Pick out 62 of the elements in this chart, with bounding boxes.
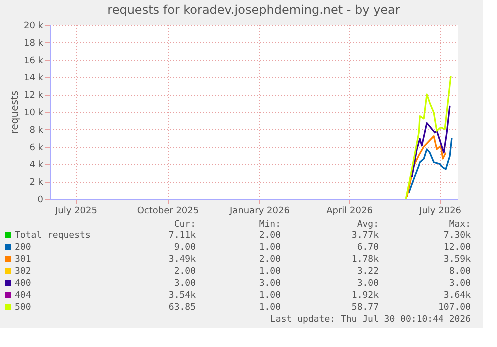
x-tick-label: October 2025 xyxy=(137,206,200,216)
text: 8.00 xyxy=(449,267,471,277)
y-tick-label: 6 k xyxy=(30,143,44,154)
text: 7.11k xyxy=(168,231,197,241)
line-series xyxy=(406,136,447,198)
line-series xyxy=(408,137,453,194)
text: Cur: xyxy=(174,220,196,230)
x-tick-label: July 2025 xyxy=(54,206,98,216)
y-tick-label: 14 k xyxy=(24,74,44,84)
text: 107.00 xyxy=(438,303,471,313)
text: 3.77k xyxy=(352,231,380,241)
legend-label: 404 xyxy=(15,291,32,301)
x-tick-label: January 2026 xyxy=(229,206,290,216)
line-series xyxy=(405,76,452,200)
legend-label: 301 xyxy=(15,255,32,265)
text: 3.59k xyxy=(444,255,472,265)
text: 12.00 xyxy=(444,243,471,253)
text: 3.00 xyxy=(357,279,379,289)
y-tick-label: 4 k xyxy=(30,160,44,171)
y-tick-label: 8 k xyxy=(30,126,44,136)
text: 2.00 xyxy=(259,255,281,265)
text: 3.49k xyxy=(168,255,197,265)
y-tick-label: 18 k xyxy=(24,38,44,49)
text: 3.00 xyxy=(449,279,471,289)
text: 1.00 xyxy=(259,267,281,277)
text: 1.00 xyxy=(259,303,281,313)
chart-title: requests for koradev.josephdeming.net - by year xyxy=(108,3,400,17)
y-tick-label: 0 xyxy=(38,196,44,206)
text: 9.00 xyxy=(174,243,196,253)
text: Max: xyxy=(449,220,471,230)
legend-label: 400 xyxy=(15,279,32,289)
legend-label: 500 xyxy=(15,303,32,313)
text: 3.64k xyxy=(444,291,472,301)
y-tick-label: 10 k xyxy=(24,108,44,118)
legend-label: 200 xyxy=(15,243,32,253)
text: 3.00 xyxy=(174,279,196,289)
text: 63.85 xyxy=(168,303,196,313)
y-tick-label: 2 k xyxy=(30,178,44,188)
text: 1.00 xyxy=(259,243,281,253)
legend-label: 302 xyxy=(15,267,32,277)
legend-label: Total requests xyxy=(15,231,91,241)
text: 1.00 xyxy=(259,291,281,301)
text: Avg: xyxy=(357,220,379,230)
text: 3.54k xyxy=(168,291,197,301)
line-series xyxy=(411,105,451,178)
text: 2.00 xyxy=(174,267,196,277)
y-tick-label: 12 k xyxy=(24,91,44,102)
text: 6.70 xyxy=(357,243,379,253)
y-tick-label: 20 k xyxy=(24,22,44,32)
text: 7.30k xyxy=(444,231,472,241)
text: 3.00 xyxy=(259,279,281,289)
text: 2.00 xyxy=(259,231,281,241)
text: 58.77 xyxy=(352,303,379,313)
text: Last update: Thu Jul 30 00:10:44 2026 xyxy=(270,315,471,325)
text: 3.22 xyxy=(357,267,379,277)
text: 1.92k xyxy=(352,291,380,301)
x-tick-label: July 2026 xyxy=(418,206,462,216)
text: Min: xyxy=(259,220,281,230)
y-tick-label: 16 k xyxy=(24,56,44,66)
y-axis-title: requests xyxy=(10,90,21,134)
text: 1.78k xyxy=(352,255,380,265)
x-tick-label: April 2026 xyxy=(326,206,374,216)
